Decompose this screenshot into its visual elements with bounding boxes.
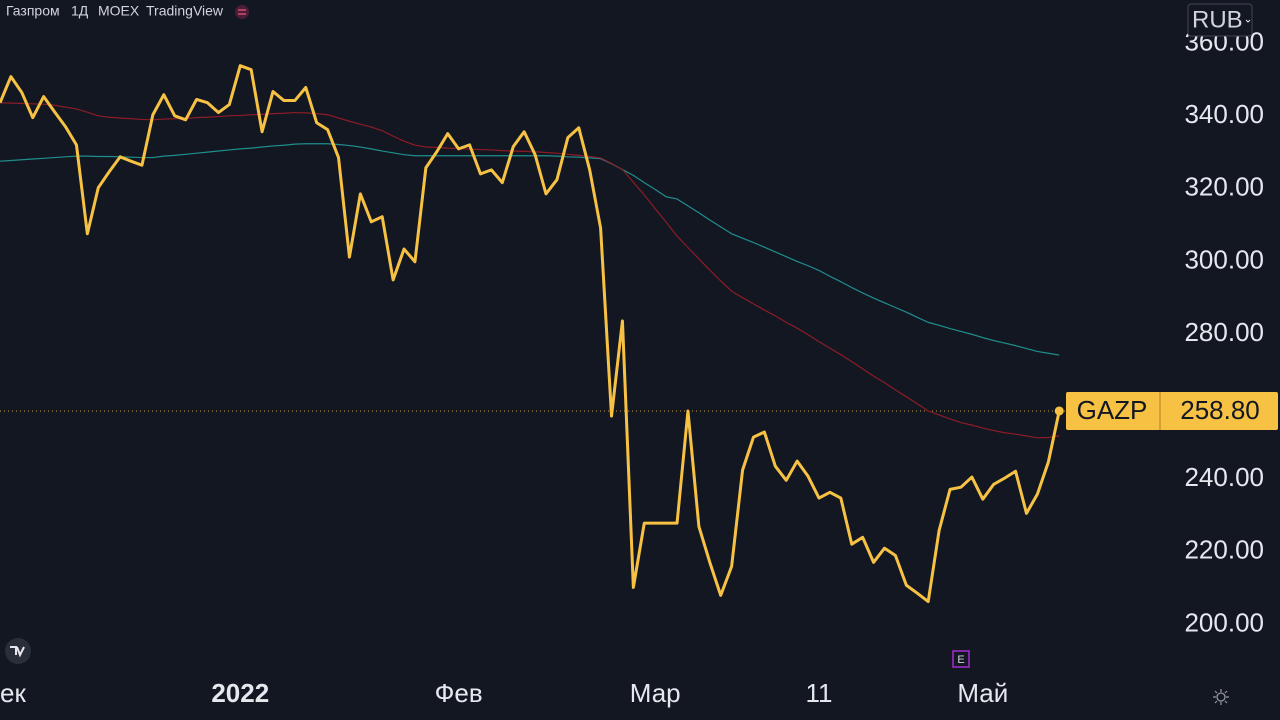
status-icon-mark — [238, 9, 246, 15]
y-tick-label: 340.00 — [1184, 99, 1264, 129]
earnings-marker[interactable]: E — [957, 654, 964, 666]
y-tick-label: 300.00 — [1184, 244, 1264, 274]
x-tick-label: Мар — [630, 678, 681, 708]
price-label-symbol: GAZP — [1077, 395, 1148, 425]
y-tick-label: 220.00 — [1184, 535, 1264, 565]
series-line — [0, 143, 1060, 356]
symbol-name[interactable]: Газпром — [6, 3, 60, 19]
x-tick-label: ек — [0, 678, 26, 708]
y-tick-label: 200.00 — [1184, 607, 1264, 637]
price-label-box — [1066, 391, 1278, 430]
price-label-value: 258.80 — [1180, 395, 1260, 425]
x-tick-label: Май — [957, 678, 1008, 708]
earnings-marker-box[interactable] — [952, 650, 970, 668]
currency[interactable]: RUB — [1192, 6, 1243, 33]
y-tick-label: 280.00 — [1184, 317, 1264, 347]
x-tick-label: 2022 — [211, 678, 269, 708]
series-line — [0, 64, 1061, 604]
source: TradingView — [146, 3, 224, 19]
last-point — [1054, 406, 1064, 416]
y-tick-label: 240.00 — [1184, 462, 1264, 492]
currency-caret — [1245, 19, 1251, 23]
exchange: MOEX — [98, 3, 140, 19]
logo-mark — [10, 646, 25, 658]
overlay: Газпром 1Д MOEX TradingView RUB E GAZP 25… — [5, 3, 1278, 705]
interval[interactable]: 1Д — [71, 3, 89, 19]
settings-button[interactable] — [1216, 692, 1226, 702]
currency-button[interactable] — [1187, 3, 1253, 37]
status-icon[interactable] — [235, 5, 249, 19]
series-line — [0, 102, 1060, 439]
x-tick-label: 11 — [806, 678, 833, 708]
y-tick-label: 320.00 — [1184, 172, 1264, 202]
settings-icon — [1213, 689, 1229, 705]
x-tick-label: Фев — [435, 678, 483, 708]
plot-area: 200.00 220.00 240.00 280.00 300.00 320.00 340.… — [0, 26, 1264, 708]
